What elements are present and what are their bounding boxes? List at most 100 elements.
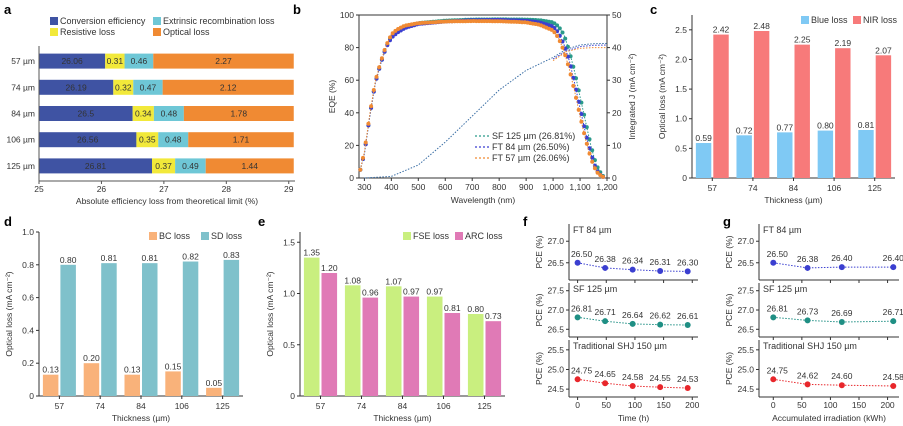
data-point (629, 266, 636, 273)
y-tick-label: 27.0 (737, 236, 754, 246)
eqe-marker (576, 107, 581, 112)
panel-b: 300 400 500 600 700 800 900 1,000 1,100 1,2000204… (327, 10, 637, 205)
legend-label: FSE loss (413, 231, 450, 241)
eqe-marker (358, 167, 363, 172)
plot-frame (358, 14, 608, 179)
subplot-title: Traditional SHJ 150 µm (573, 341, 667, 351)
x-tick-label: 200 (685, 400, 699, 410)
panel-e: 00.51.01.5571.351.20741.080.96841.070.97… (265, 231, 505, 423)
eqe-marker (587, 151, 592, 156)
legend-swatch (853, 16, 861, 24)
eqe-marker (390, 31, 395, 36)
panel-d: 0 0.2 0.4 0.6 0.8 1.0 57 0.13 0.80 74 0.20 0.81 84 0.… (4, 227, 243, 423)
x-axis-title: Thickness (µm) (764, 195, 822, 205)
bar (794, 44, 810, 178)
y-tick-label: 20 (345, 140, 355, 150)
x-tick-label: 0 (575, 400, 580, 410)
data-label: 26.40 (883, 253, 903, 263)
y2-tick-label: 0 (612, 173, 617, 183)
x-tick-label: 50 (797, 400, 807, 410)
x-tick-label: 125 (477, 401, 491, 411)
data-label: 24.55 (650, 373, 672, 383)
bar-segment (39, 158, 153, 174)
y-axis-title: Optical loss (mA cm⁻²) (4, 271, 14, 356)
eqe-marker (385, 41, 390, 46)
bar (485, 321, 502, 396)
y-tick-label: 27.0 (547, 305, 564, 315)
eqe-marker (555, 34, 560, 38)
subplot-title: Traditional SHJ 150 µm (763, 341, 857, 351)
y-tick-label: 0 (349, 173, 354, 183)
integrated-j-line (552, 44, 608, 60)
data-label: 0.48 (161, 109, 178, 119)
category-label: 57 µm (11, 56, 35, 66)
legend-label: FT 57 µm (26.06%) (492, 153, 570, 163)
eqe-marker (568, 72, 573, 77)
legend-swatch-2 (153, 17, 161, 25)
data-label: 1.78 (231, 109, 248, 119)
bar (385, 286, 402, 396)
bar (362, 297, 379, 396)
y-tick-label: 1.5 (283, 237, 295, 247)
data-label: 0.96 (362, 288, 379, 298)
subplot-title: FT 84 µm (763, 225, 802, 235)
y-tick-label: 60 (345, 75, 355, 85)
x-tick-label: 1,200 (596, 182, 618, 192)
data-label: 0.37 (155, 161, 172, 171)
legend-label: Resistive loss (60, 27, 116, 37)
x-tick-label: 900 (519, 182, 533, 192)
y-tick-label: 26.5 (737, 258, 754, 268)
y-tick-label: 0 (290, 391, 295, 401)
data-label: 0.35 (139, 135, 156, 145)
y2-tick-label: 50 (612, 10, 622, 20)
eqe-marker (601, 174, 605, 179)
bar (817, 130, 834, 178)
legend-label: NIR loss (863, 15, 898, 25)
data-label: 1.08 (344, 275, 361, 285)
eqe-marker (584, 135, 589, 140)
x-tick-label: 74 (95, 401, 105, 411)
data-label: 2.07 (875, 45, 892, 55)
eqe-marker (590, 159, 595, 164)
eqe-marker (363, 140, 368, 145)
category-label: 74 µm (11, 82, 35, 92)
x-tick-label: 57 (55, 401, 65, 411)
bar (321, 273, 338, 396)
x-tick-label: 84 (398, 401, 408, 411)
bar-segment (152, 158, 176, 174)
bar-segment (124, 53, 154, 69)
bar-segment (39, 106, 133, 121)
x-tick-label: 84 (136, 401, 146, 411)
bar (344, 285, 361, 396)
data-label: 0.59 (695, 133, 712, 143)
data-point (629, 320, 636, 327)
data-label: 0.34 (135, 109, 152, 119)
bar (403, 296, 420, 396)
data-label: 24.60 (831, 371, 853, 381)
data-label: 0.05 (206, 378, 223, 388)
x-axis-title: Absolute efficiency loss from theoretica… (76, 196, 258, 206)
data-label: 0.80 (817, 121, 834, 131)
y-tick-label: 0.5 (283, 340, 295, 350)
data-label: 0.13 (124, 365, 141, 375)
data-label: 2.27 (215, 56, 232, 66)
y-tick-label: 0.5 (675, 143, 687, 153)
data-point (838, 382, 845, 389)
y-tick-label: 1.0 (675, 114, 687, 124)
bar-segment (39, 79, 114, 95)
y-tick-label: 0.4 (22, 325, 34, 335)
eqe-marker (571, 75, 576, 80)
x-tick-label: 106 (175, 401, 189, 411)
data-label: 0.77 (777, 122, 794, 132)
y-tick-label: 40 (345, 108, 355, 118)
bar (695, 143, 712, 178)
data-point (804, 381, 811, 388)
data-point (574, 376, 581, 383)
eqe-marker (563, 36, 568, 41)
panel-letter-f: f (523, 214, 528, 229)
x-axis-title: Thickness (µm) (112, 413, 170, 423)
x-tick-label: 74 (357, 401, 367, 411)
x-tick-label: 25 (34, 184, 44, 194)
data-label: 26.19 (66, 82, 88, 92)
